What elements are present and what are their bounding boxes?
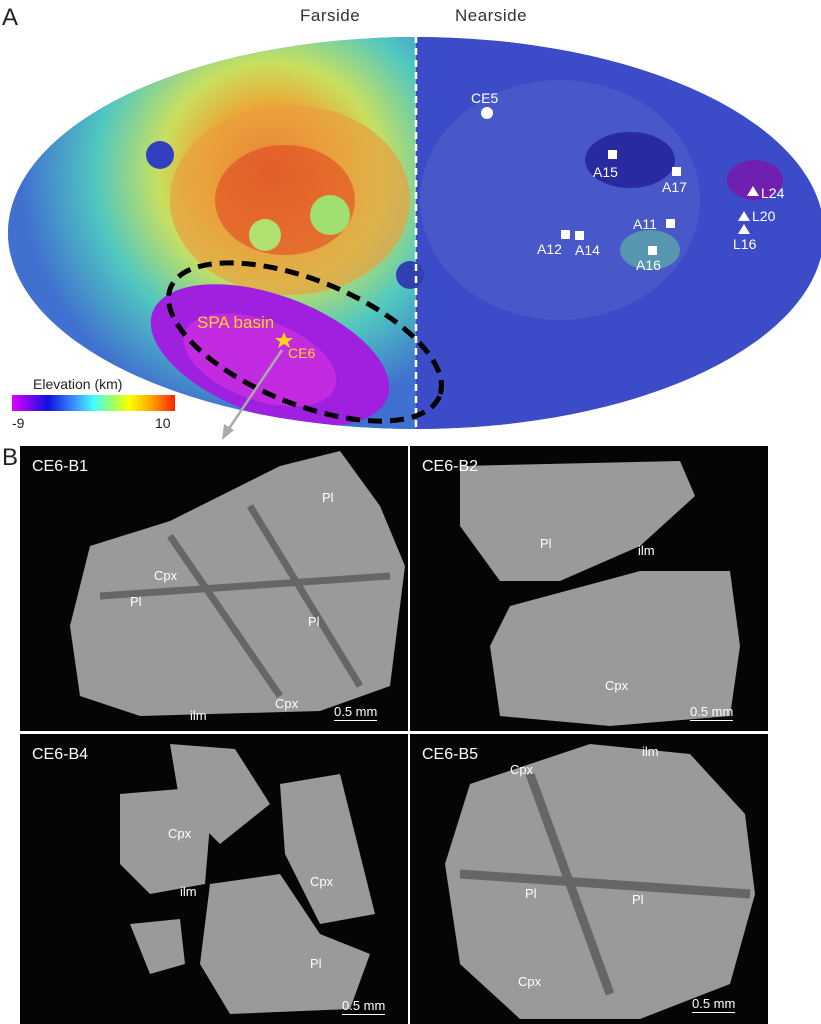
mineral-label: Cpx	[275, 696, 299, 711]
a14-square-icon	[575, 231, 584, 240]
colorbar-title: Elevation (km)	[33, 376, 122, 392]
arrow-head-icon	[222, 424, 234, 440]
a14-label: A14	[575, 242, 600, 258]
mineral-label: Pl	[310, 956, 322, 971]
sample-ce6-b1: CE6-B1 Pl Cpx Pl Pl ilm Cpx 0.5 mm	[20, 446, 408, 731]
mineral-label: ilm	[180, 884, 197, 899]
scale-label: 0.5 mm	[334, 704, 378, 721]
sample-title: CE6-B2	[422, 458, 479, 475]
elevation-colorbar	[12, 395, 175, 411]
l20-label: L20	[752, 208, 776, 224]
mineral-label: Cpx	[310, 874, 334, 889]
a12-square-icon	[561, 230, 570, 239]
sample-title: CE6-B1	[32, 458, 89, 475]
panel-b-letter: B	[2, 444, 19, 471]
a16-square-icon	[648, 246, 657, 255]
scale-bar: 0.5 mm	[334, 704, 378, 721]
ce5-label: CE5	[471, 90, 498, 106]
ce6-star-icon	[275, 332, 293, 348]
a11-label: A11	[633, 216, 657, 232]
grain-shape	[280, 774, 375, 924]
scale-bar: 0.5 mm	[692, 996, 736, 1013]
mineral-label: Pl	[322, 490, 334, 505]
mineral-label: Pl	[632, 892, 644, 907]
grain-shape	[490, 571, 740, 726]
spa-basin-label: SPA basin	[197, 313, 274, 332]
ce6-label: CE6	[288, 345, 315, 361]
scale-label: 0.5 mm	[692, 996, 736, 1013]
ce5-circle-icon	[481, 107, 493, 119]
grain-shape	[170, 744, 270, 844]
a11-square-icon	[666, 219, 675, 228]
lunar-elevation-map: SPA basin CE6 CE5 A15 A17 L24 A11 L20 L1…	[8, 36, 821, 440]
mineral-label: Cpx	[518, 974, 542, 989]
mineral-label: Cpx	[605, 678, 629, 693]
mineral-label: Pl	[525, 886, 537, 901]
scale-bar: 0.5 mm	[690, 704, 734, 721]
grain-shape	[130, 919, 185, 974]
sample-ce6-b2: CE6-B2 Pl ilm Cpx 0.5 mm	[410, 446, 768, 731]
mineral-label: Cpx	[168, 826, 192, 841]
a15-square-icon	[608, 150, 617, 159]
l16-triangle-icon	[738, 224, 750, 234]
a16-label: A16	[636, 257, 661, 273]
farside-label: Farside	[300, 6, 361, 25]
grain-shape	[460, 461, 695, 581]
a15-label: A15	[593, 164, 618, 180]
scale-bar: 0.5 mm	[342, 998, 386, 1015]
mineral-label: Pl	[540, 536, 552, 551]
sample-ce6-b4: CE6-B4 Cpx Cpx ilm Pl 0.5 mm	[20, 734, 408, 1024]
l24-label: L24	[761, 185, 785, 201]
l16-label: L16	[733, 236, 757, 252]
mineral-label: Pl	[308, 614, 320, 629]
mineral-label: Pl	[130, 594, 142, 609]
panel-a-letter: A	[2, 4, 19, 31]
ce6-arrow	[226, 349, 284, 431]
a17-label: A17	[662, 179, 687, 195]
colorbar-max: 10	[155, 415, 171, 431]
scale-label: 0.5 mm	[690, 704, 734, 721]
grain-shape	[200, 874, 370, 1014]
sample-title: CE6-B4	[32, 746, 89, 763]
nearside-label: Nearside	[455, 6, 528, 25]
a12-label: A12	[537, 241, 562, 257]
l20-triangle-icon	[738, 211, 750, 221]
sample-ce6-b5: CE6-B5 ilm Cpx Pl Pl Cpx 0.5 mm	[410, 734, 768, 1024]
mineral-label: Cpx	[510, 762, 534, 777]
sample-title: CE6-B5	[422, 746, 479, 763]
mineral-label: ilm	[642, 744, 659, 759]
mineral-label: ilm	[190, 708, 207, 723]
grain-shape	[120, 789, 210, 894]
scale-label: 0.5 mm	[342, 998, 386, 1015]
mineral-label: ilm	[638, 543, 655, 558]
spa-basin-outline	[166, 260, 444, 424]
mineral-label: Cpx	[154, 568, 178, 583]
colorbar-min: -9	[12, 415, 25, 431]
a17-square-icon	[672, 167, 681, 176]
l24-triangle-icon	[747, 186, 759, 196]
